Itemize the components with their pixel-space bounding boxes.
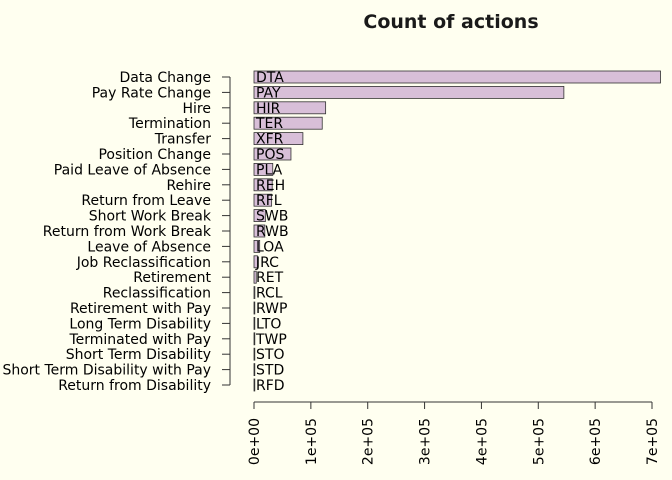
bar xyxy=(253,255,258,269)
category-label: Return from Disability xyxy=(58,378,211,394)
category-label: Short Term Disability xyxy=(66,347,211,363)
category-label: Terminated with Pay xyxy=(68,332,211,348)
bar-code-label: RWP xyxy=(256,301,287,317)
category-label: Short Work Break xyxy=(89,209,212,225)
category-label: Data Change xyxy=(120,70,211,86)
bar-code-label: PAY xyxy=(256,85,281,101)
bar xyxy=(253,332,256,346)
category-label: Transfer xyxy=(154,132,212,148)
bars-group: DTAPAYHIRTERXFRPOSPLAREHRFLSWBRWBLOAJRCR… xyxy=(253,70,661,394)
bar xyxy=(253,378,256,392)
bar-code-label: TER xyxy=(255,116,283,132)
bar xyxy=(253,162,274,176)
bar-code-label: PLA xyxy=(256,162,283,178)
bar xyxy=(253,178,273,192)
bar xyxy=(253,132,304,146)
category-label: Reclassification xyxy=(103,286,211,302)
bar xyxy=(253,147,292,161)
bar-code-label: REH xyxy=(256,178,285,194)
bar-code-label: LTO xyxy=(256,316,281,332)
bar-code-label: RET xyxy=(256,270,284,286)
bar-code-label: STD xyxy=(256,363,284,379)
category-label: Return from Leave xyxy=(81,193,211,209)
bar xyxy=(253,239,261,253)
value-tick-label: 1e+05 xyxy=(304,418,320,465)
bar xyxy=(253,70,661,84)
category-label: Leave of Absence xyxy=(87,239,211,255)
value-tick-label: 0e+00 xyxy=(247,418,263,465)
bar xyxy=(253,270,257,284)
bar xyxy=(253,301,256,315)
bar-code-label: RWB xyxy=(256,224,289,240)
bar-code-label: HIR xyxy=(256,101,281,117)
value-tick-label: 7e+05 xyxy=(645,418,661,465)
value-tick-label: 4e+05 xyxy=(474,418,490,465)
bar xyxy=(253,316,256,330)
value-tick-label: 3e+05 xyxy=(418,418,434,465)
bar-code-label: TWP xyxy=(255,332,287,348)
bar-code-label: RFL xyxy=(256,193,282,209)
bar xyxy=(253,224,266,238)
bar xyxy=(253,286,256,300)
category-label: Long Term Disability xyxy=(69,316,211,332)
bar xyxy=(253,193,273,207)
category-label: Short Term Disability with Pay xyxy=(2,363,211,379)
bar-code-label: LOA xyxy=(256,239,284,255)
bar xyxy=(253,86,565,99)
bar xyxy=(253,209,266,223)
value-tick-label: 6e+05 xyxy=(588,418,604,465)
category-label: Position Change xyxy=(98,147,211,163)
bar xyxy=(253,116,323,130)
category-label: Return from Work Break xyxy=(43,224,212,240)
category-label: Retirement with Pay xyxy=(70,301,211,317)
bar xyxy=(253,101,327,115)
value-tick-label: 5e+05 xyxy=(531,418,547,465)
category-label: Rehire xyxy=(166,178,211,194)
bar-code-label: STO xyxy=(256,347,284,363)
bar-code-label: SWB xyxy=(256,209,288,225)
bar-code-label: RCL xyxy=(256,286,283,302)
category-label: Termination xyxy=(128,116,211,132)
bar-code-label: JRC xyxy=(255,255,279,271)
bar xyxy=(253,347,256,361)
bar xyxy=(253,363,256,377)
value-axis: 0e+00 1e+05 2e+05 3e+05 4e+05 5e+05 6e+05 7e+05 xyxy=(247,401,661,465)
category-label: Pay Rate Change xyxy=(92,85,211,101)
bar-code-label: POS xyxy=(256,147,284,163)
category-label: Job Reclassification xyxy=(76,255,211,271)
category-label: Retirement xyxy=(133,270,211,286)
category-label: Hire xyxy=(183,101,211,117)
bar-code-label: XFR xyxy=(256,132,284,148)
bar-code-label: RFD xyxy=(256,378,285,394)
category-label: Paid Leave of Absence xyxy=(54,162,211,178)
chart-title: Count of actions xyxy=(363,11,538,33)
value-tick-label: 2e+05 xyxy=(361,418,377,465)
bar-code-label: DTA xyxy=(256,70,284,86)
